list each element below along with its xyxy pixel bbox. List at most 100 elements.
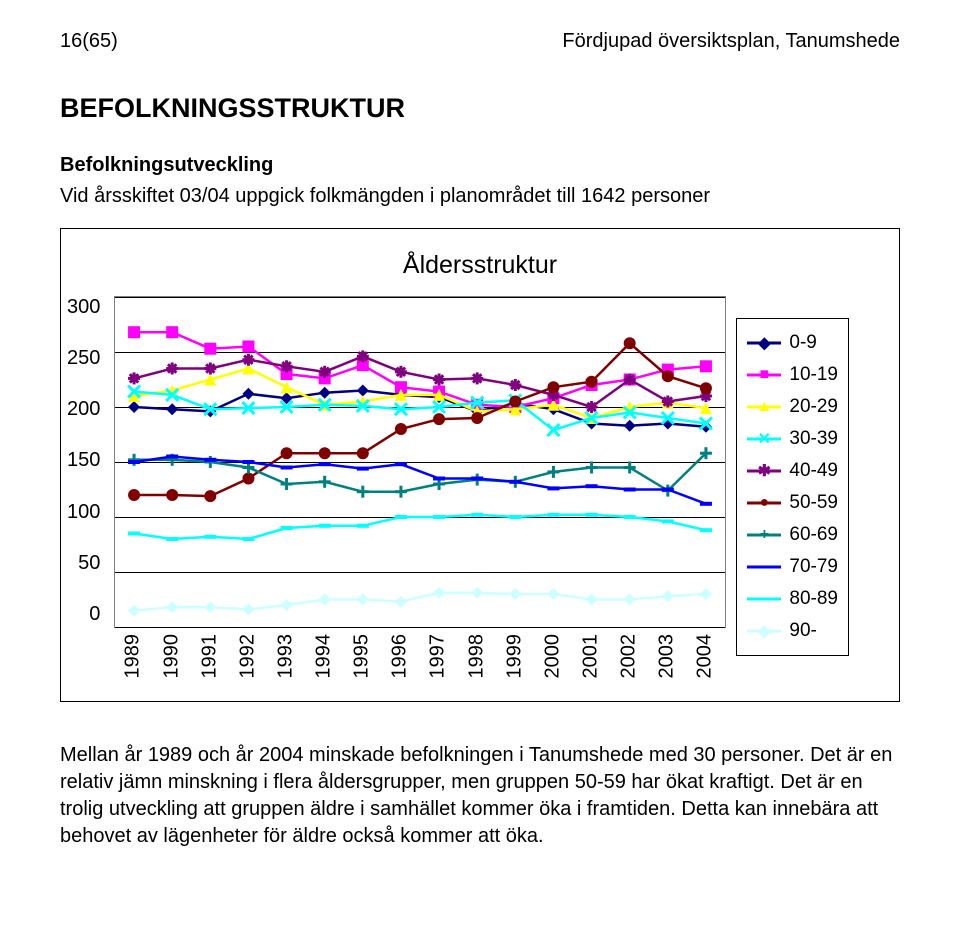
legend-label: 0-9 (789, 332, 816, 354)
series-marker (167, 363, 179, 375)
series-marker (167, 403, 179, 415)
series-marker (243, 354, 255, 366)
y-tick-label: 300 (67, 296, 100, 319)
series-marker (548, 381, 560, 393)
legend-item: — 80-89 (747, 583, 838, 615)
x-tick-label: 1994 (305, 634, 343, 679)
series-marker (624, 337, 636, 349)
series-marker (243, 341, 255, 353)
x-tick-label: 2004 (686, 634, 724, 679)
series-marker (243, 473, 255, 485)
y-tick-label: 0 (67, 603, 100, 626)
series-marker (624, 594, 636, 606)
series-line (134, 593, 706, 611)
series-marker (395, 486, 407, 498)
body-paragraph: Mellan år 1989 och år 2004 minskade befo… (60, 742, 900, 850)
legend-swatch: ◆ (747, 622, 781, 640)
x-tick-label: 1997 (419, 634, 457, 679)
legend-item: ✱ 40-49 (747, 455, 838, 487)
series-marker (243, 603, 255, 615)
series-marker (586, 376, 598, 388)
x-tick-label: 1999 (496, 634, 534, 679)
plot-area (115, 297, 725, 627)
series-marker (624, 420, 636, 432)
x-tick-label: 2001 (572, 634, 610, 679)
series-line (134, 515, 706, 539)
legend-swatch: — (747, 558, 781, 576)
series-marker (205, 456, 217, 468)
series-marker (586, 462, 598, 474)
series-marker (319, 476, 331, 488)
x-axis: 1989199019911992199319941995199619971998… (114, 634, 724, 679)
series-marker (395, 596, 407, 608)
series-marker (128, 401, 140, 413)
chart-container: Åldersstruktur 300250200150100500 198919… (60, 228, 900, 702)
series-marker (319, 447, 331, 459)
legend-swatch: ■ (747, 366, 781, 384)
series-marker (205, 601, 217, 613)
series-marker (548, 588, 560, 600)
x-tick-label: 1995 (343, 634, 381, 679)
series-marker (319, 594, 331, 606)
legend-item: + 60-69 (747, 519, 838, 551)
x-tick-label: 1991 (191, 634, 229, 679)
x-tick-label: 1998 (458, 634, 496, 679)
x-tick-label: 1993 (267, 634, 305, 679)
legend-item: ✕ 30-39 (747, 423, 838, 455)
legend-item: ◆ 0-9 (747, 327, 838, 359)
series-marker (128, 605, 140, 617)
y-tick-label: 200 (67, 398, 100, 421)
legend-label: 10-19 (789, 364, 838, 386)
legend-label: 30-39 (789, 428, 838, 450)
legend-label: 40-49 (789, 460, 838, 482)
legend-item: ◆ 90- (747, 615, 838, 647)
legend-label: 90- (789, 620, 816, 642)
series-marker (281, 478, 293, 490)
series-marker (662, 590, 674, 602)
legend-label: 70-79 (789, 556, 838, 578)
series-marker (510, 379, 522, 391)
series-marker (243, 388, 255, 400)
x-tick-label: 1989 (114, 634, 152, 679)
series-marker (700, 588, 712, 600)
series-marker (548, 466, 560, 478)
series-marker (281, 599, 293, 611)
series-marker (357, 594, 369, 606)
series-marker (357, 486, 369, 498)
series-marker (128, 489, 140, 501)
series-marker (433, 587, 445, 599)
y-tick-label: 250 (67, 347, 100, 370)
series-marker (472, 587, 484, 599)
series-marker (281, 381, 293, 393)
chart-title: Åldersstruktur (67, 251, 893, 280)
y-tick-label: 50 (67, 552, 100, 575)
series-marker (395, 366, 407, 378)
series-marker (700, 382, 712, 394)
legend-item: ● 50-59 (747, 487, 838, 519)
legend-label: 60-69 (789, 524, 838, 546)
legend-label: 20-29 (789, 396, 838, 418)
x-tick-label: 1992 (229, 634, 267, 679)
legend-swatch: ◆ (747, 334, 781, 352)
subsection-heading: Befolkningsutveckling (60, 154, 900, 177)
series-marker (167, 601, 179, 613)
document-title: Fördjupad översiktsplan, Tanumshede (562, 30, 900, 53)
series-marker (548, 424, 560, 436)
series-marker (319, 387, 331, 399)
series-marker (472, 412, 484, 424)
x-tick-label: 2002 (610, 634, 648, 679)
legend-swatch: ▲ (747, 398, 781, 416)
series-marker (128, 326, 140, 338)
series-marker (472, 372, 484, 384)
series-marker (700, 360, 712, 372)
page-number: 16(65) (60, 30, 118, 53)
legend-label: 80-89 (789, 588, 838, 610)
series-marker (510, 588, 522, 600)
x-tick-label: 1990 (153, 634, 191, 679)
series-marker (395, 423, 407, 435)
series-marker (357, 447, 369, 459)
legend-item: — 70-79 (747, 551, 838, 583)
y-tick-label: 150 (67, 449, 100, 472)
series-marker (167, 489, 179, 501)
legend-label: 50-59 (789, 492, 838, 514)
